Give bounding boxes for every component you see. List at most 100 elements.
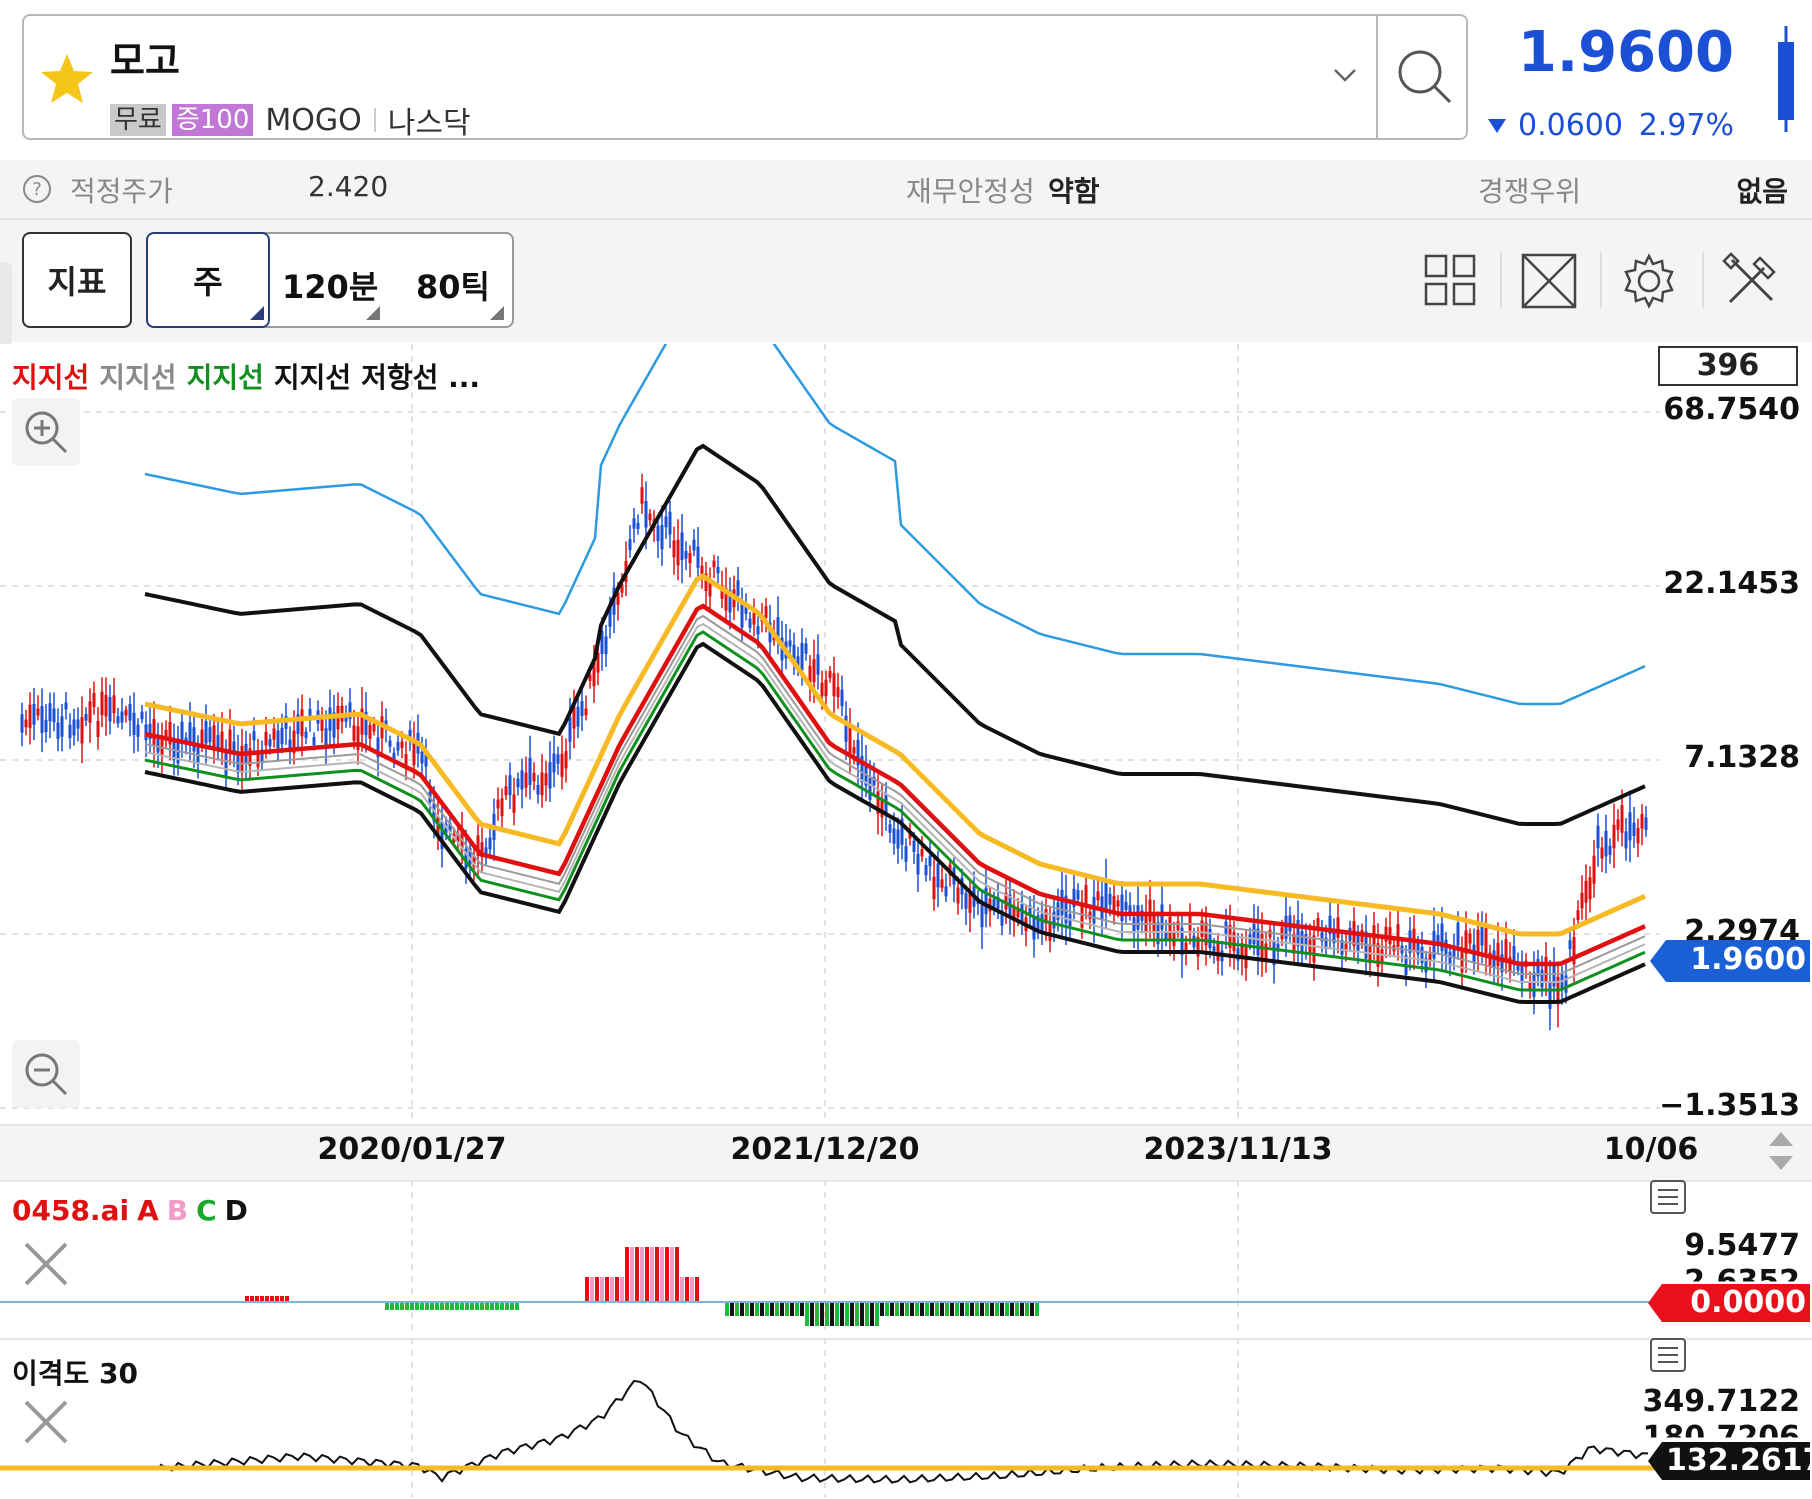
- histogram-bar: [415, 1302, 419, 1310]
- candle: [432, 803, 436, 822]
- candle: [468, 848, 472, 865]
- candle: [1588, 877, 1592, 900]
- histogram-bar: [920, 1302, 924, 1316]
- chart-legend[interactable]: 지지선 지지선 지지선 지지선 저항선 ...: [12, 356, 480, 396]
- period-80t-tab[interactable]: 80틱: [416, 268, 490, 306]
- candle: [156, 737, 160, 753]
- candle: [912, 840, 916, 852]
- axis-scale-icon[interactable]: [1766, 1130, 1796, 1172]
- histogram-bar: [455, 1302, 459, 1310]
- candle: [212, 725, 216, 748]
- candle: [512, 794, 516, 813]
- candle: [84, 714, 88, 721]
- candle: [200, 729, 204, 745]
- close-panel-icon[interactable]: [20, 1238, 72, 1290]
- candle: [472, 856, 476, 867]
- histogram-bar: [785, 1302, 789, 1316]
- candle: [372, 723, 376, 732]
- panel1-title: 0458.ai: [12, 1194, 130, 1227]
- histogram-bar: [255, 1296, 259, 1302]
- histogram-bar: [270, 1296, 274, 1302]
- candle: [916, 853, 920, 875]
- ai-histogram: [0, 1180, 1660, 1336]
- candle: [660, 525, 664, 550]
- zoom-in-icon: [25, 411, 68, 454]
- grid-layout-icon[interactable]: [1424, 254, 1476, 306]
- x-label-4: 10/06: [1603, 1132, 1699, 1167]
- period-week-tab[interactable]: 주: [146, 232, 270, 328]
- candle: [392, 752, 396, 760]
- candle: [620, 584, 624, 593]
- candle: [1112, 896, 1116, 913]
- legend-support-2: 지지선: [99, 361, 177, 394]
- histogram-bar: [875, 1302, 879, 1326]
- gear-icon[interactable]: [1620, 252, 1678, 310]
- candle: [1248, 934, 1252, 945]
- candle: [996, 896, 1000, 909]
- candle: [744, 605, 748, 614]
- candle: [236, 751, 240, 773]
- stock-selector[interactable]: [22, 14, 1468, 140]
- candle: [100, 691, 104, 716]
- chevron-down-icon[interactable]: [1332, 66, 1358, 84]
- histogram-bar: [750, 1302, 754, 1316]
- histogram-bar: [810, 1302, 814, 1326]
- candle: [968, 893, 972, 913]
- series-d: D: [224, 1194, 248, 1227]
- help-icon[interactable]: ?: [22, 174, 52, 204]
- zoom-out-button[interactable]: [12, 1040, 80, 1108]
- panel-menu-button[interactable]: [1650, 1338, 1686, 1372]
- histogram-bar: [395, 1302, 399, 1310]
- candle: [1548, 982, 1552, 1009]
- candle: [924, 865, 928, 876]
- candle: [1000, 910, 1004, 926]
- candle: [332, 712, 336, 738]
- indicator-button[interactable]: 지표: [22, 232, 132, 328]
- ticker-symbol: MOGO: [265, 102, 362, 138]
- histogram-bar: [765, 1302, 769, 1316]
- candle: [1272, 940, 1276, 966]
- panel-menu-button[interactable]: [1650, 1180, 1686, 1214]
- histogram-bar: [840, 1302, 844, 1326]
- zoom-in-button[interactable]: [12, 398, 80, 466]
- candle: [796, 656, 800, 669]
- candle: [32, 703, 36, 725]
- candle: [980, 903, 984, 928]
- candle: [1096, 891, 1100, 901]
- candle: [80, 717, 84, 744]
- histogram-bar: [975, 1302, 979, 1316]
- stock-tags: 무료 증100 MOGO 나스닥: [110, 98, 471, 142]
- period-120m-tab[interactable]: 120분: [282, 268, 379, 306]
- candle: [540, 772, 544, 796]
- candle: [692, 539, 696, 551]
- histogram-bar: [910, 1302, 914, 1316]
- side-drawer-handle[interactable]: [0, 262, 12, 346]
- histogram-bar: [790, 1302, 794, 1316]
- favorite-star-icon[interactable]: [38, 52, 96, 106]
- candle: [672, 540, 676, 558]
- candle: [1384, 926, 1388, 942]
- candle: [1316, 918, 1320, 929]
- candle: [684, 550, 688, 559]
- y-label-1: 68.7540: [1663, 392, 1800, 427]
- candle: [296, 714, 300, 734]
- candle: [208, 727, 212, 743]
- histogram-bar: [835, 1302, 839, 1326]
- histogram-bar: [275, 1296, 279, 1302]
- histogram-bar: [995, 1302, 999, 1316]
- candle: [356, 726, 360, 750]
- disparity-chart: [0, 1338, 1660, 1497]
- histogram-bar: [650, 1247, 654, 1302]
- candle: [1500, 954, 1504, 973]
- candle: [696, 546, 700, 568]
- candle: [1604, 830, 1608, 857]
- tools-icon[interactable]: [1722, 252, 1780, 310]
- candle: [1640, 814, 1644, 829]
- close-panel-icon[interactable]: [20, 1396, 72, 1448]
- candle: [868, 777, 872, 800]
- candle: [936, 863, 940, 888]
- search-button[interactable]: [1376, 14, 1468, 140]
- candle: [876, 791, 880, 814]
- fullscreen-icon[interactable]: [1520, 252, 1578, 310]
- candle: [872, 776, 876, 786]
